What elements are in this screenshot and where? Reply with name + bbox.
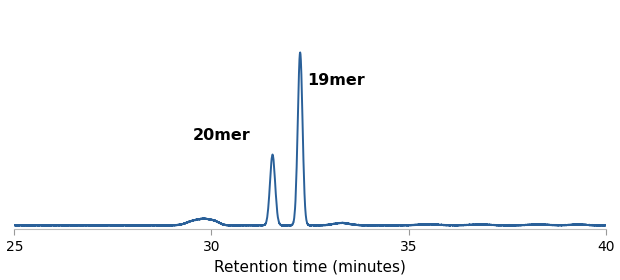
X-axis label: Retention time (minutes): Retention time (minutes) [214,260,406,274]
Text: 20mer: 20mer [193,128,251,143]
Text: 19mer: 19mer [308,73,365,88]
